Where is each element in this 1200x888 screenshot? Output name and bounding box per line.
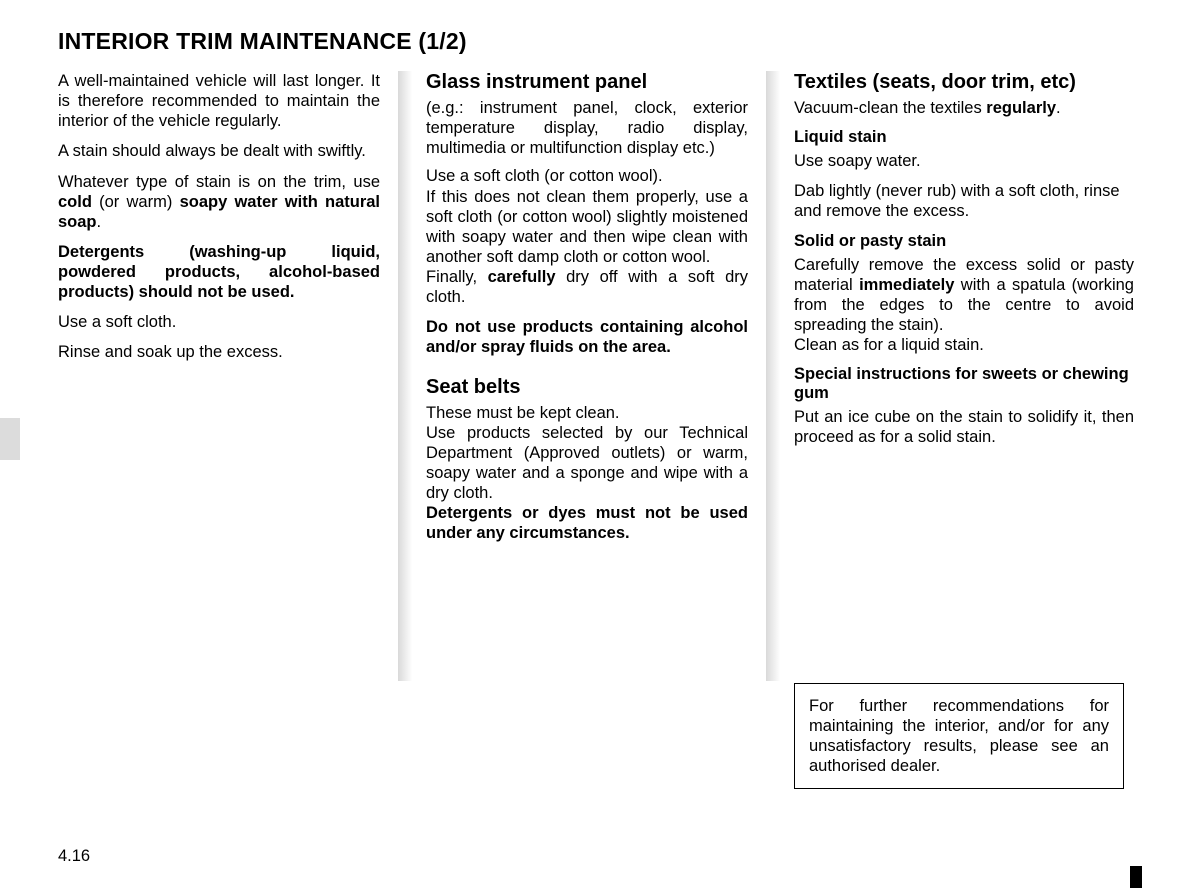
page-title: INTERIOR TRIM MAINTENANCE (1/2) [58,28,1142,55]
c2-p4-pre: Finally, [426,268,488,286]
c3-p1-pre: Vacuum-clean the textiles [794,99,986,117]
c3-s3: Special instructions for sweets or chewi… [794,365,1134,403]
page-number: 4.16 [58,847,90,866]
c2-p8: Detergents or dyes must not be used unde… [426,503,748,543]
note-box: For further recommendations for maintain… [794,683,1124,790]
c2-p5: Do not use products containing alcohol a… [426,317,748,357]
columns: A well-maintained vehicle will last long… [58,71,1142,851]
c2-h2: Seat belts [426,376,748,399]
c2-p8-b: Detergents or dyes must not be used unde… [426,504,748,542]
c2-p7: Use products selected by our Technical D… [426,423,748,504]
c3-p6: Put an ice cube on the stain to solidify… [794,407,1134,447]
column-3-inner: Textiles (seats, door trim, etc) Vacuum-… [794,71,1134,851]
c1-p4: Detergents (washing-up liquid, powdered … [58,242,380,302]
column-1: A well-maintained vehicle will last long… [58,71,398,851]
c3-p4: Carefully remove the excess solid or pas… [794,255,1134,336]
column-separator-1 [398,71,412,681]
c3-p1: Vacuum-clean the textiles regularly. [794,98,1134,118]
c1-p3-b1: cold [58,193,92,211]
c1-p3-end: . [97,213,102,231]
c3-p1-b: regularly [986,99,1056,117]
c2-p5-b: Do not use products containing alcohol a… [426,318,748,356]
c1-p3: Whatever type of stain is on the trim, u… [58,172,380,232]
c3-p5: Clean as for a liquid stain. [794,335,1134,355]
c2-p4: Finally, carefully dry off with a soft d… [426,267,748,307]
c2-p6: These must be kept clean. [426,403,748,423]
c2-p3: If this does not clean them properly, us… [426,187,748,268]
c1-p2: A stain should always be dealt with swif… [58,141,380,161]
c3-s1: Liquid stain [794,128,1134,147]
c2-p1: (e.g.: instrument panel, clock, exterior… [426,98,748,158]
c3-p1-end: . [1056,99,1061,117]
c3-p2: Use soapy water. [794,151,1134,171]
c1-p3-pre: Whatever type of stain is on the trim, u… [58,173,380,191]
c3-s2: Solid or pasty stain [794,232,1134,251]
column-2: Glass instrument panel (e.g.: instrument… [426,71,766,851]
column-separator-2 [766,71,780,681]
column-3: Textiles (seats, door trim, etc) Vacuum-… [794,71,1134,851]
title-main: INTERIOR TRIM MAINTENANCE [58,28,418,54]
c3-p3: Dab lightly (never rub) with a soft clot… [794,181,1134,221]
title-suffix: (1/2) [418,28,466,54]
c1-p1: A well-maintained vehicle will last long… [58,71,380,131]
c2-h1: Glass instrument panel [426,71,748,94]
c1-p6: Rinse and soak up the excess. [58,342,380,362]
c1-p4-b: Detergents (washing-up liquid, powdered … [58,243,380,301]
c3-h1: Textiles (seats, door trim, etc) [794,71,1134,94]
c2-p4-b: carefully [488,268,556,286]
page: INTERIOR TRIM MAINTENANCE (1/2) A well-m… [0,0,1200,888]
c1-p5: Use a soft cloth. [58,312,380,332]
c1-p3-mid: (or warm) [92,193,180,211]
corner-mark [1130,866,1142,888]
c3-p4-b: immediately [859,276,954,294]
c2-p2: Use a soft cloth (or cotton wool). [426,166,748,186]
